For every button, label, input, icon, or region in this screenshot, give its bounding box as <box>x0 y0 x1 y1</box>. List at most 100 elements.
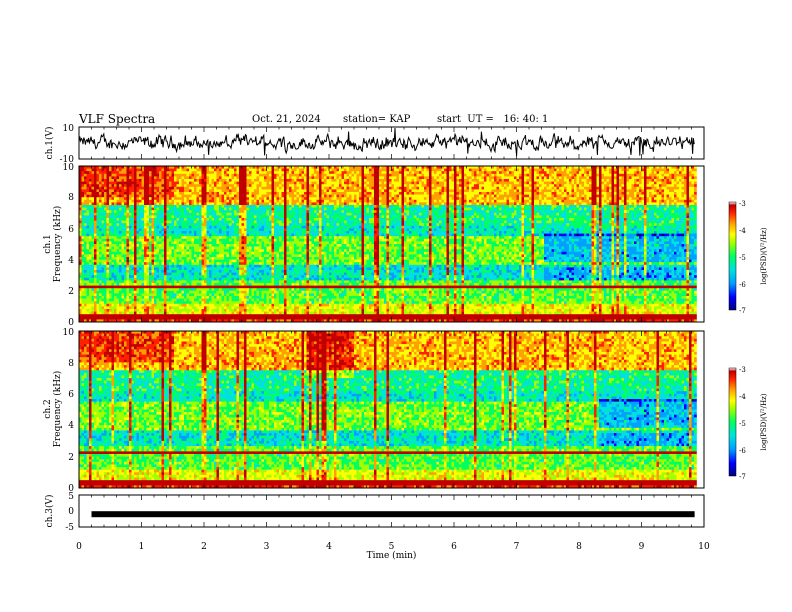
spectrogram-cell <box>89 241 92 244</box>
spectrogram-cell <box>84 231 87 234</box>
spectrogram-cell <box>102 257 105 260</box>
spectrogram-cell <box>114 200 117 203</box>
spectrogram-cell <box>89 314 92 317</box>
spectrogram-cell <box>87 205 90 208</box>
spectrogram-cell <box>102 262 105 265</box>
spectrogram-cell <box>122 252 125 255</box>
spectrogram-cell <box>94 283 97 286</box>
spectrogram-cell <box>109 200 112 203</box>
spectrogram-cell <box>97 273 100 276</box>
spectrogram-cell <box>84 176 87 179</box>
spectrogram-cell <box>99 286 102 289</box>
spectrogram-cell <box>104 283 107 286</box>
spectrogram-cell <box>97 291 100 294</box>
spectrogram-cell <box>124 226 127 229</box>
spectrogram-cell <box>82 241 85 244</box>
spectrogram-cell <box>122 301 125 304</box>
spectrogram-cell <box>124 218 127 221</box>
spectrogram-cell <box>124 213 127 216</box>
spectrogram-cell <box>119 228 122 231</box>
spectrogram-cell <box>82 192 85 195</box>
spectrogram-cell <box>102 205 105 208</box>
spectrogram-cell <box>104 202 107 205</box>
spectrogram-cell <box>82 293 85 296</box>
spectrogram-cell <box>94 231 97 234</box>
spectrogram-cell <box>112 260 115 263</box>
spectrogram-cell <box>117 182 120 185</box>
spectrogram-cell <box>119 179 122 182</box>
spectrogram-cell <box>84 278 87 281</box>
spectrogram-cell <box>122 221 125 224</box>
spectrogram-cell <box>89 223 92 226</box>
spectrogram-cell <box>97 208 100 211</box>
spectrogram-cell <box>82 171 85 174</box>
spectrogram-cell <box>94 208 97 211</box>
spectrogram-cell <box>109 293 112 296</box>
spectrogram-cell <box>117 236 120 239</box>
spectrogram-cell <box>84 202 87 205</box>
spectrogram-cell <box>104 210 107 213</box>
spectrogram-cell <box>107 213 110 216</box>
spectrogram-cell <box>107 291 110 294</box>
spectrogram-cell <box>127 215 130 218</box>
spectrogram-cell <box>99 171 102 174</box>
spectrogram-cell <box>119 210 122 213</box>
spectrogram-cell <box>97 195 100 198</box>
spectrogram-cell <box>107 314 110 317</box>
spectrogram-cell <box>92 265 95 268</box>
spectrogram-cell <box>122 169 125 172</box>
spectrogram-cell <box>97 205 100 208</box>
spectrogram-cell <box>117 291 120 294</box>
spectrogram-cell <box>119 189 122 192</box>
spectrogram-cell <box>127 171 130 174</box>
spectrogram-cell <box>102 244 105 247</box>
spectrogram-cell <box>97 192 100 195</box>
spectrogram-cell <box>114 260 117 263</box>
spectrogram-cell <box>94 210 97 213</box>
spectrogram-cell <box>122 174 125 177</box>
spectrogram-cell <box>87 221 90 224</box>
spectrogram-cell <box>117 265 120 268</box>
spectrogram-cell <box>84 275 87 278</box>
spectrogram-cell <box>109 205 112 208</box>
spectrogram-cell <box>92 189 95 192</box>
spectrogram-cell <box>89 249 92 252</box>
spectrogram-cell <box>102 184 105 187</box>
spectrogram-cell <box>127 236 130 239</box>
spectrogram-cell <box>94 184 97 187</box>
spectrogram-cell <box>102 304 105 307</box>
spectrogram-cell <box>104 208 107 211</box>
spectrogram-cell <box>107 223 110 226</box>
spectrogram-cell <box>89 231 92 234</box>
spectrogram-cell <box>122 286 125 289</box>
spectrogram-cell <box>104 314 107 317</box>
spectrogram-cell <box>97 247 100 250</box>
spectrogram-cell <box>97 179 100 182</box>
spectrogram-cell <box>112 226 115 229</box>
spectrogram-cell <box>94 296 97 299</box>
spectrogram-cell <box>104 231 107 234</box>
spectrogram-cell <box>127 273 130 276</box>
spectrogram-cell <box>104 309 107 312</box>
spectrogram-cell <box>109 187 112 190</box>
spectrogram-cell <box>89 296 92 299</box>
spectrogram-cell <box>94 205 97 208</box>
spectrogram-cell <box>94 200 97 203</box>
spectrogram-cell <box>119 252 122 255</box>
spectrogram-cell <box>119 234 122 237</box>
spectrogram-cell <box>92 273 95 276</box>
spectrogram-cell <box>87 223 90 226</box>
spectrogram-cell <box>107 312 110 315</box>
spectrogram-cell <box>99 293 102 296</box>
spectrogram-cell <box>109 312 112 315</box>
spectrogram-cell <box>94 260 97 263</box>
spectrogram-cell <box>117 215 120 218</box>
spectrogram-cell <box>89 262 92 265</box>
spectrogram-cell <box>112 301 115 304</box>
spectrogram-cell <box>102 187 105 190</box>
spectrogram-cell <box>92 257 95 260</box>
spectrogram-cell <box>102 280 105 283</box>
spectrogram-cell <box>124 182 127 185</box>
spectrogram-cell <box>92 304 95 307</box>
spectrogram-cell <box>102 218 105 221</box>
